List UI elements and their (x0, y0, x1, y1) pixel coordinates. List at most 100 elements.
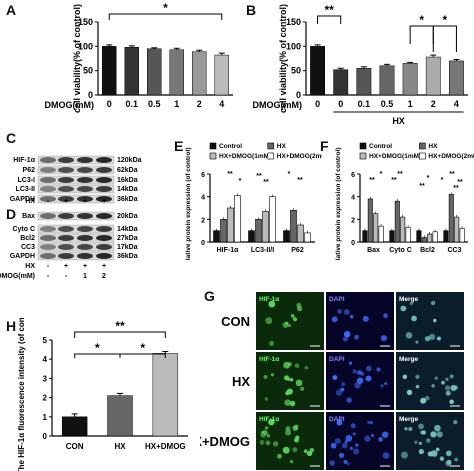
cell-signal (435, 447, 440, 452)
blot-hx-value: + (102, 198, 106, 205)
blot-band (40, 186, 56, 192)
cell-signal (418, 423, 424, 430)
cell-signal (445, 377, 449, 381)
significance-label: ** (369, 177, 375, 184)
cell-signal (294, 363, 300, 368)
cell-signal (362, 315, 369, 322)
cell-signal (418, 441, 423, 446)
legend-swatch (267, 142, 275, 150)
cell-signal (350, 423, 356, 429)
blot-strip (37, 165, 115, 175)
x-tick-label: 0 (338, 99, 343, 109)
x-tick-label: 0.5 (148, 99, 161, 109)
bar (61, 416, 88, 437)
western-blot-d: Bax 20kDa Cyto C 14kDa Bcl2 27kDa CC3 17kDa GAPD… (0, 211, 138, 280)
cell-signal (354, 334, 359, 340)
blot-band (96, 253, 112, 259)
cell-signal (292, 447, 298, 453)
x-tick-label: 0 (107, 99, 112, 109)
y-axis-label: The HIF-1α fluorescence intensity (of co… (17, 318, 26, 471)
blot-kda-label: 14kDa (117, 186, 138, 193)
bar (255, 219, 262, 243)
cell-signal (343, 308, 350, 315)
cell-signal (426, 438, 431, 443)
bar (421, 237, 427, 243)
blot-hx-label: HX (25, 263, 35, 270)
channel-label: HIF-1α (259, 356, 279, 363)
y-tick-label: 150 (286, 17, 301, 27)
legend-swatch (209, 142, 217, 150)
blot-strip (37, 194, 115, 204)
cell-signal (286, 388, 293, 395)
legend-label: HX+DMOG(2mM) (277, 153, 322, 160)
cell-signal (420, 430, 425, 435)
blot-band (96, 157, 112, 163)
legend-swatch (267, 152, 275, 160)
cell-signal (294, 437, 299, 443)
y-tick-label: 0 (43, 432, 48, 441)
y-tick-label: 50 (83, 66, 93, 76)
blot-band (40, 244, 56, 250)
significance-bracket (432, 25, 457, 52)
blot-hx-label: HX (25, 198, 35, 205)
cell-signal (335, 389, 343, 396)
blot-row-label: HIF-1α (13, 157, 36, 164)
bar (169, 49, 184, 96)
cell-signal (352, 432, 356, 436)
y-tick-label: 2 (201, 217, 205, 224)
group-label: HX (392, 116, 405, 126)
legend-swatch (419, 142, 426, 150)
cell-signal (424, 395, 430, 401)
bar (400, 216, 406, 243)
panel-label-g: G (204, 288, 215, 304)
blot-band (96, 226, 112, 232)
significance-label: * (95, 341, 100, 355)
cell-signal (300, 386, 305, 391)
blot-band (58, 253, 74, 259)
cell-signal (418, 448, 424, 455)
x-tick-label: 2 (431, 99, 436, 109)
x-tick-label: Bax (367, 247, 380, 254)
cell-signal (287, 323, 292, 328)
bar (394, 200, 400, 243)
cell-signal (259, 440, 265, 445)
significance-bracket (108, 13, 223, 20)
bar (449, 60, 464, 96)
cell-signal (359, 371, 365, 376)
cell-signal (400, 451, 408, 459)
cell-signal (383, 313, 388, 319)
blot-band (77, 167, 93, 173)
significance-label: ** (449, 171, 455, 178)
x-tick-label: 0.1 (358, 99, 371, 109)
bar (389, 230, 395, 243)
y-tick-label: 1 (43, 413, 48, 422)
channel-label: Merge (399, 416, 419, 423)
cell-signal (415, 340, 419, 344)
cell-signal (380, 335, 387, 342)
y-tick-label: 0 (88, 90, 93, 100)
cell-signal (264, 397, 268, 401)
cell-signal (342, 336, 348, 342)
cell-signal (270, 373, 274, 377)
blot-kda-label: 27kDa (117, 235, 138, 242)
blot-strip (37, 251, 115, 261)
blot-band (58, 186, 74, 192)
cell-signal (341, 382, 346, 387)
x-tick-label: 4 (219, 99, 224, 109)
blot-hx-value: + (102, 263, 106, 270)
cell-signal (376, 367, 381, 372)
bar (373, 213, 379, 243)
blot-kda-label: 36kDa (117, 196, 138, 203)
cell-signal (290, 314, 295, 318)
cell-signal (415, 374, 420, 379)
significance-label: * (419, 13, 424, 27)
panel-label-a: A (6, 2, 17, 18)
cell-signal (402, 374, 408, 379)
blot-strip (37, 242, 115, 252)
cell-signal (445, 390, 451, 396)
cell-signal (369, 420, 374, 425)
cell-signal (336, 419, 343, 426)
blot-kda-label: 20kDa (117, 213, 138, 220)
blot-band (58, 244, 74, 250)
bar (213, 230, 220, 243)
